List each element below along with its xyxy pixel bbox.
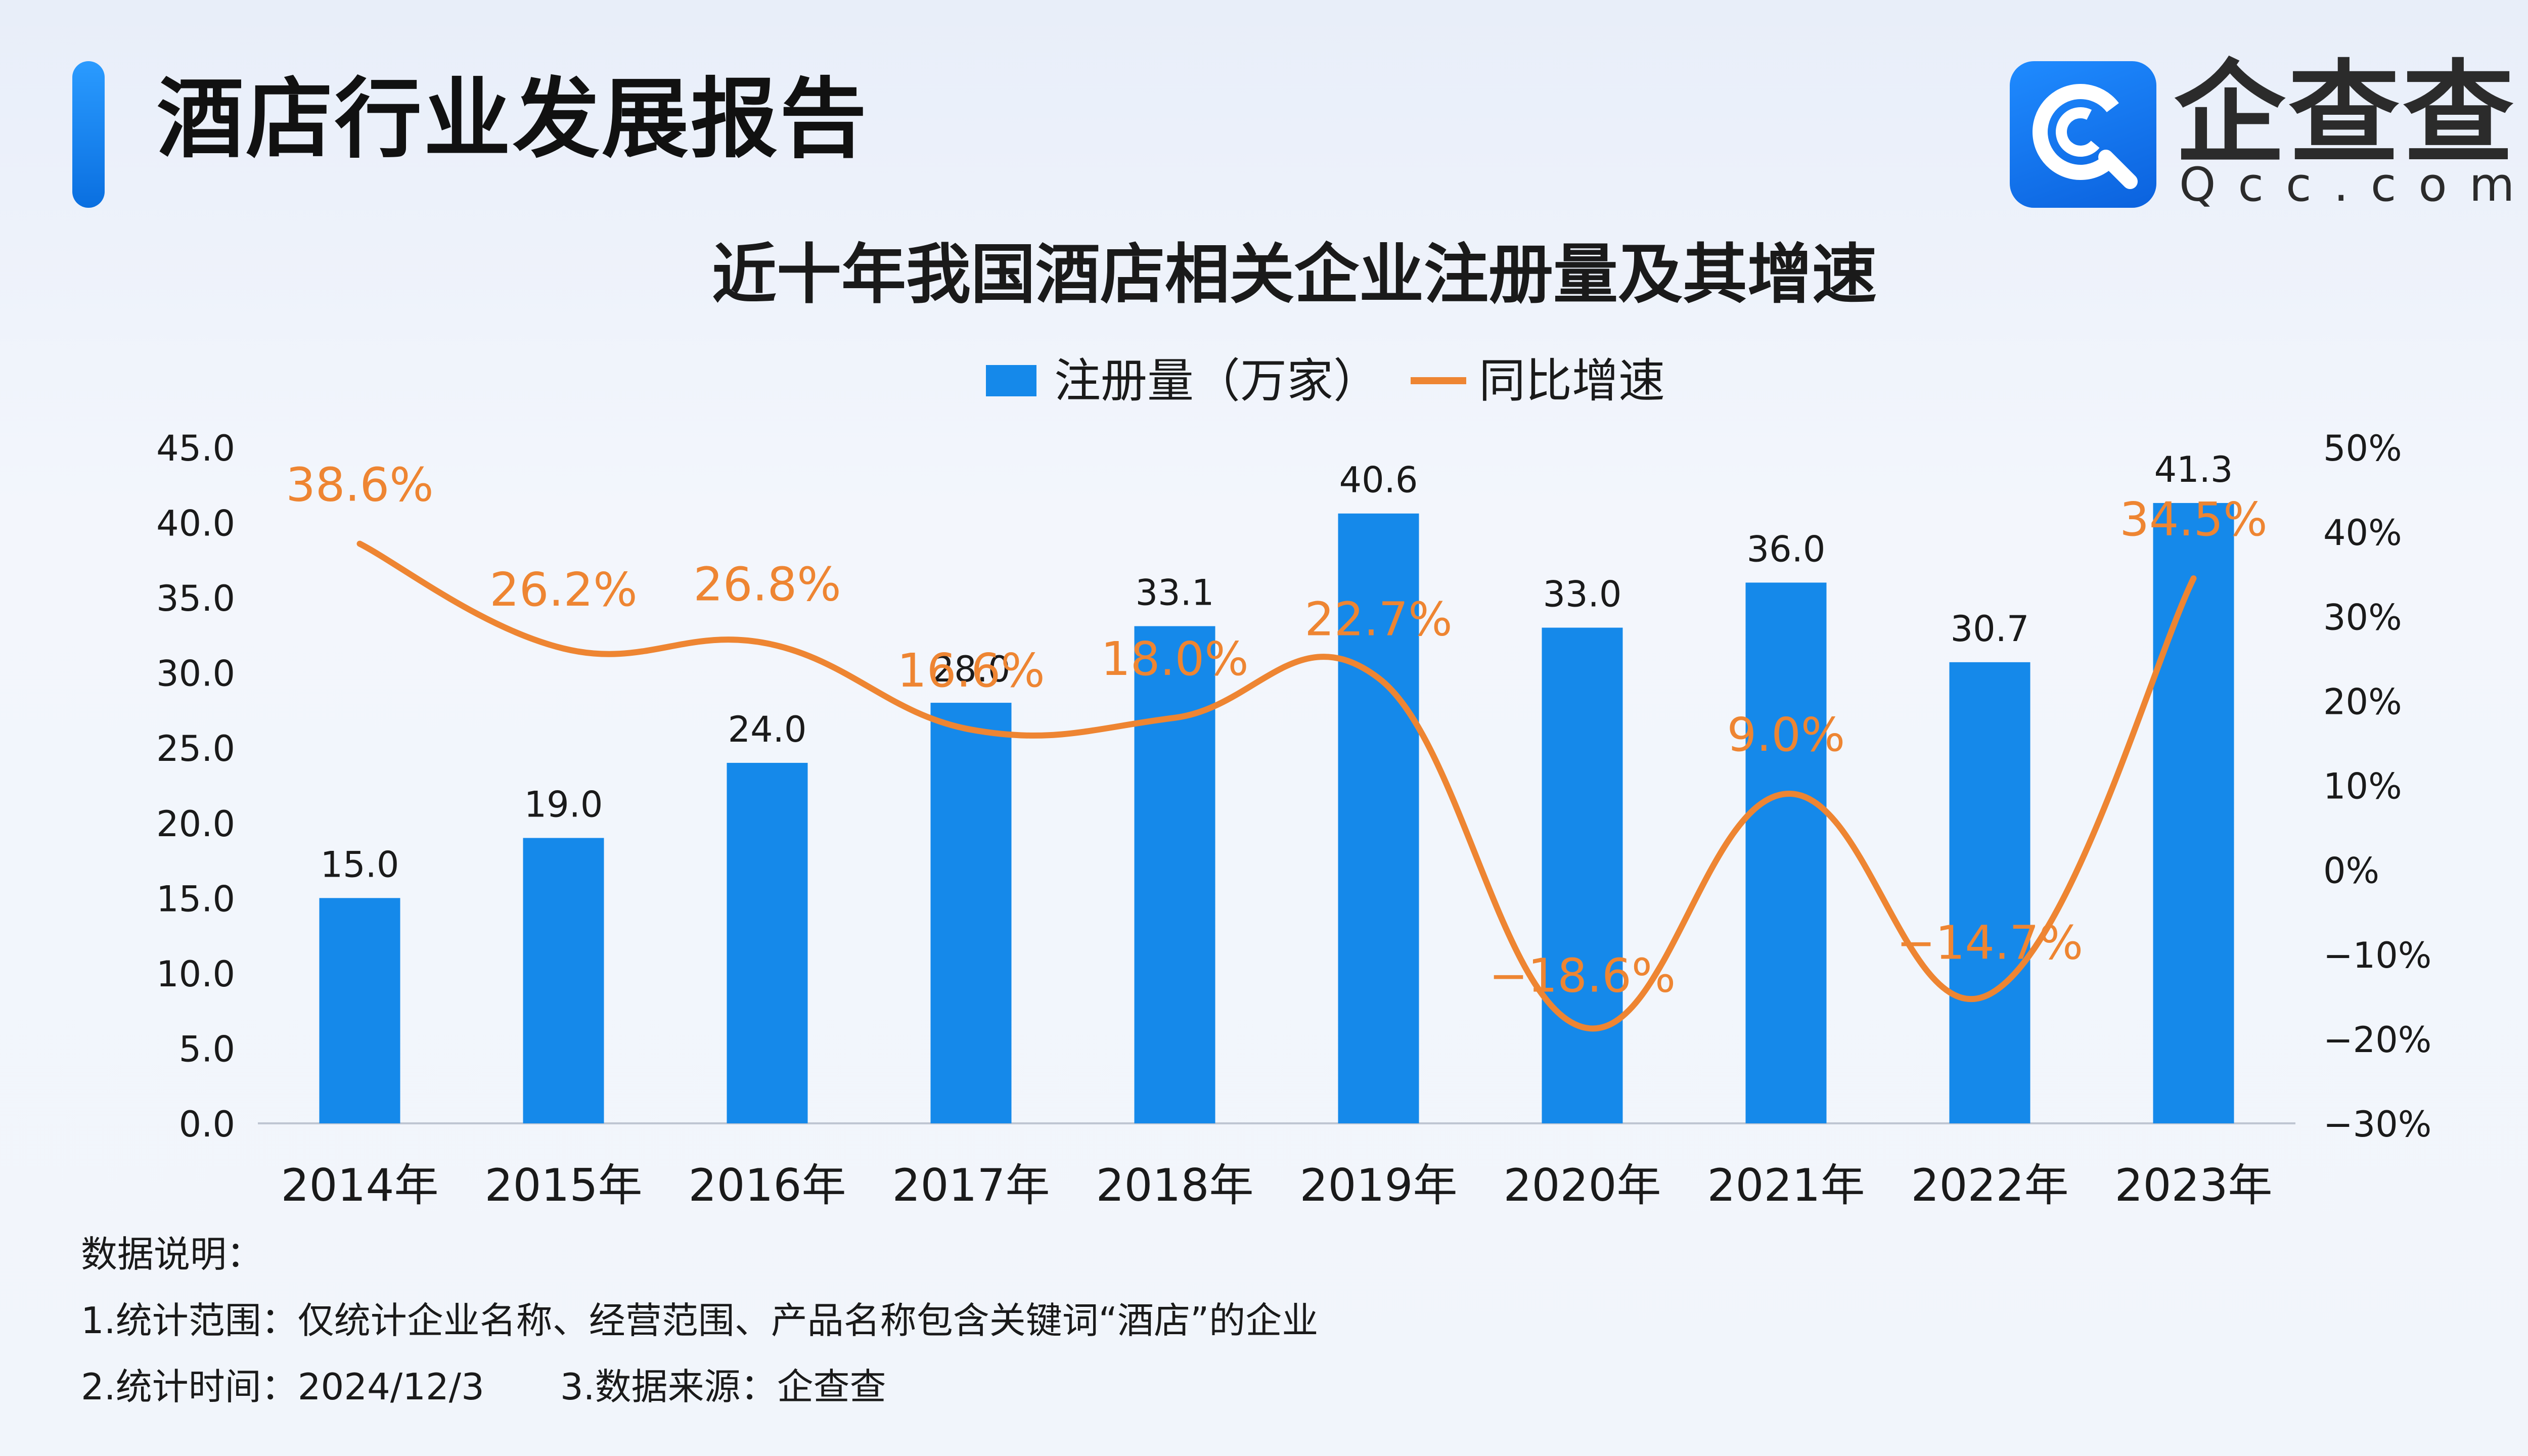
legend-line-label: 同比增速 [1479, 354, 1665, 408]
bar-labels: 15.0 19.0 24.0 28.0 33.1 40.6 33.0 36.0 30.7 41.3 [321, 449, 2233, 885]
bar [1949, 662, 2030, 1123]
left-tick-label: 10.0 [156, 953, 235, 995]
right-tick-label: 20% [2323, 681, 2402, 722]
notes-scope: 1.统计范围：仅统计企业名称、经营范围、产品名称包含关键词“酒店”的企业 [81, 1299, 1319, 1342]
right-tick-label: 50% [2323, 428, 2402, 469]
bar-value-label: 33.1 [1136, 572, 1214, 614]
line-labels: 38.6% 26.2% 26.8% 16.6% 18.0% 22.7% −18.6% 9.0%… [286, 458, 2267, 1003]
left-tick-label: 40.0 [156, 503, 235, 544]
logo-domain: Qcc.com [2179, 158, 2528, 212]
legend-bar-label: 注册量（万家） [1054, 354, 1380, 408]
legend-bar-swatch [986, 365, 1036, 396]
right-tick-label: −10% [2323, 935, 2431, 976]
x-tick-label: 2020年 [1504, 1159, 1661, 1211]
left-tick-label: 20.0 [156, 803, 235, 845]
left-tick-label: 5.0 [179, 1028, 235, 1070]
chart-title: 近十年我国酒店相关企业注册量及其增速 [711, 237, 1877, 312]
bar-series [319, 503, 2234, 1123]
growth-value-label: 38.6% [286, 458, 433, 512]
growth-value-label: −14.7% [1897, 916, 2083, 970]
bar-value-label: 40.6 [1339, 460, 1418, 501]
notes-heading: 数据说明： [81, 1233, 263, 1276]
growth-value-label: 26.8% [693, 558, 841, 612]
left-tick-label: 25.0 [156, 728, 235, 769]
x-tick-label: 2017年 [892, 1159, 1050, 1211]
growth-line [356, 540, 2197, 1032]
logo-text: 企查查 [2174, 49, 2517, 178]
right-tick-label: 30% [2323, 597, 2402, 638]
left-tick-label: 45.0 [156, 428, 235, 469]
bar [523, 838, 604, 1123]
bar [1134, 626, 1215, 1123]
left-tick-label: 35.0 [156, 578, 235, 619]
left-axis: 0.0 5.0 10.0 15.0 20.0 25.0 30.0 35.0 40.0 45.0 [156, 428, 235, 1145]
right-tick-label: 10% [2323, 766, 2402, 807]
x-tick-label: 2014年 [281, 1159, 439, 1211]
growth-value-label: 18.0% [1101, 632, 1248, 686]
x-tick-label: 2023年 [2115, 1159, 2273, 1211]
x-tick-label: 2016年 [689, 1159, 846, 1211]
x-tick-label: 2022年 [1911, 1159, 2069, 1211]
bar [319, 898, 400, 1123]
title-accent-bar [72, 61, 105, 208]
bar-value-label: 33.0 [1543, 574, 1622, 615]
bar [930, 703, 1012, 1123]
x-tick-label: 2019年 [1300, 1159, 1458, 1211]
left-tick-label: 15.0 [156, 878, 235, 920]
bar [1745, 582, 1827, 1123]
growth-value-label: 16.6% [897, 644, 1045, 698]
growth-value-label: −18.6% [1489, 948, 1676, 1003]
growth-value-label: 26.2% [489, 563, 637, 617]
qcc-logo-glyph [2033, 84, 2138, 189]
right-tick-label: −20% [2323, 1019, 2431, 1061]
bar-value-label: 30.7 [1951, 608, 2029, 650]
bar-value-label: 36.0 [1747, 528, 1826, 570]
notes-time: 2.统计时间：2024/12/3 [81, 1366, 484, 1408]
right-axis: −30% −20% −10% 0% 10% 20% 30% 40% 50% [2323, 428, 2431, 1145]
left-tick-label: 30.0 [156, 653, 235, 695]
right-tick-label: −30% [2323, 1104, 2431, 1145]
bar [1338, 513, 1419, 1123]
right-tick-label: 40% [2323, 512, 2402, 554]
bar [727, 762, 808, 1123]
left-tick-label: 0.0 [179, 1104, 235, 1145]
bar [1542, 627, 1623, 1123]
x-tick-label: 2018年 [1096, 1159, 1254, 1211]
growth-value-label: 22.7% [1304, 592, 1452, 646]
x-tick-label: 2021年 [1707, 1159, 1865, 1211]
growth-value-label: 34.5% [2119, 492, 2267, 547]
bar-value-label: 24.0 [728, 709, 807, 750]
x-axis: 2014年 2015年 2016年 2017年 2018年 2019年 2020年 2021年… [281, 1159, 2273, 1211]
growth-value-label: 9.0% [1727, 708, 1845, 762]
notes-time-source: 2.统计时间：2024/12/3 3.数据来源：企查查 [81, 1369, 886, 1405]
right-tick-label: 0% [2323, 850, 2379, 892]
legend: 注册量（万家） 同比增速 [986, 354, 1665, 408]
bar-value-label: 19.0 [524, 784, 603, 825]
notes-source: 3.数据来源：企查查 [560, 1366, 886, 1408]
bar-value-label: 15.0 [321, 844, 399, 885]
bar-value-label: 28.0 [932, 649, 1011, 690]
bar-value-label: 41.3 [2154, 449, 2233, 490]
bar [2153, 503, 2234, 1123]
report-title: 酒店行业发展报告 [157, 68, 869, 170]
qcc-logo-icon [2010, 61, 2156, 208]
x-tick-label: 2015年 [485, 1159, 643, 1211]
